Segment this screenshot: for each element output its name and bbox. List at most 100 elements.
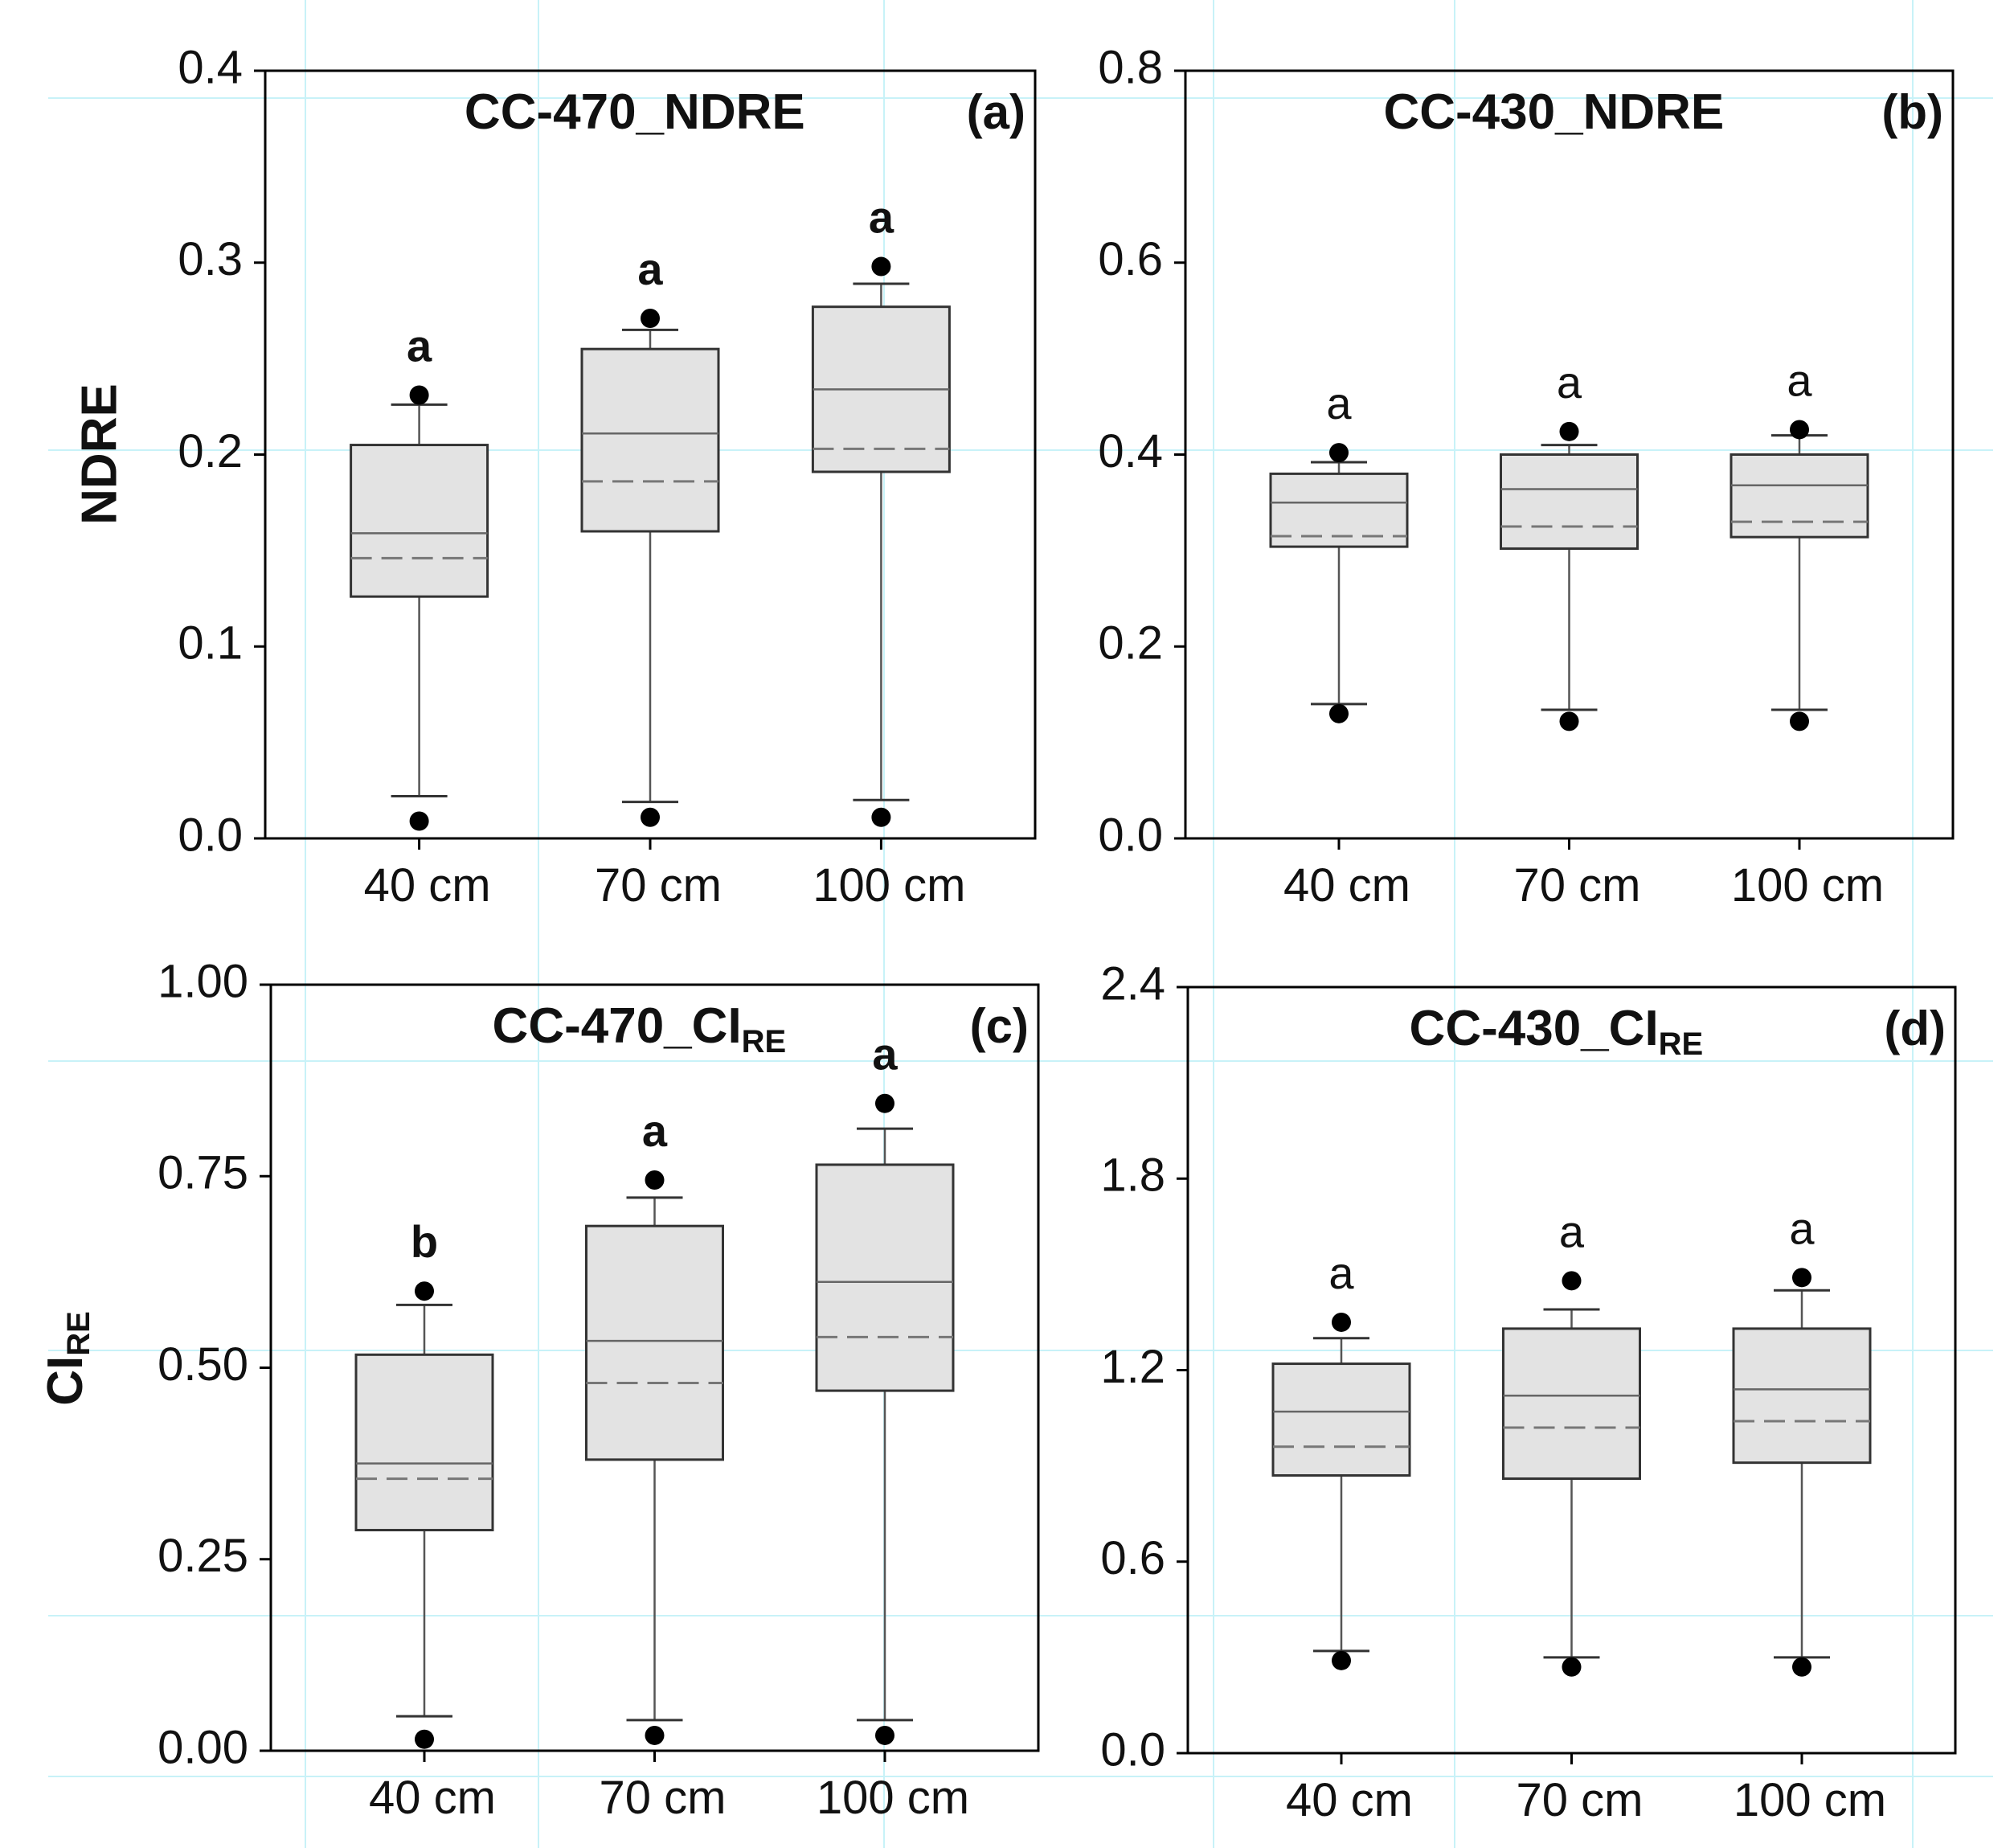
x-tick-label: 40 cm xyxy=(1283,859,1410,912)
y-tick-label: 0.3 xyxy=(178,233,243,285)
outlier-point-low xyxy=(415,1729,434,1749)
significance-letter: a xyxy=(407,320,432,371)
y-tick-label: 0.00 xyxy=(158,1721,248,1773)
panel-title-subscript: RE xyxy=(1659,1026,1704,1062)
box-70-cm: a xyxy=(580,244,720,827)
y-tick-label: 0.4 xyxy=(1098,425,1163,477)
box-iqr xyxy=(1271,1362,1411,1477)
panel-title: CC-470_CIRE xyxy=(493,998,787,1059)
outlier-point-high xyxy=(1792,1268,1811,1288)
x-tick-label: 70 cm xyxy=(1517,1774,1644,1826)
outlier-point-high xyxy=(1562,1271,1582,1291)
outlier-point-low xyxy=(409,811,429,831)
box-iqr xyxy=(1269,472,1409,548)
significance-letter: a xyxy=(1787,354,1812,405)
outlier-point-low xyxy=(1792,1657,1811,1677)
panel-title: CC-470_NDRE xyxy=(465,84,805,140)
outlier-point-high xyxy=(641,308,660,328)
y-tick-label: 2.4 xyxy=(1100,957,1165,1010)
box-iqr xyxy=(815,1163,955,1392)
panel-title-main: CC-470_NDRE xyxy=(465,84,805,140)
y-tick-label: 0.1 xyxy=(178,617,243,670)
outlier-point-low xyxy=(871,807,891,827)
x-tick-label: 100 cm xyxy=(813,859,965,912)
outlier-point-low xyxy=(1329,703,1349,723)
significance-letter: b xyxy=(411,1216,438,1267)
y-axis-label-cire-sub: RE xyxy=(61,1311,96,1356)
box-iqr xyxy=(1732,1327,1872,1465)
panel-b: 0.0 0.2 0.4 0.6 0.8 40 cm 70 cm 100 cm CC-430_ND… xyxy=(1098,41,1955,912)
x-tick-label: 40 cm xyxy=(1286,1774,1413,1826)
y-tick-label: 0.6 xyxy=(1098,233,1163,285)
y-tick-label: 0.6 xyxy=(1100,1532,1165,1584)
box-40-cm: a xyxy=(350,320,489,831)
significance-letter: a xyxy=(1328,1248,1354,1298)
box-70-cm: a xyxy=(1500,357,1639,731)
y-tick-label: 0.0 xyxy=(178,809,243,861)
outlier-point-high xyxy=(875,1093,894,1113)
x-tick-label: 100 cm xyxy=(817,1772,969,1824)
box-70-cm: a xyxy=(585,1105,724,1745)
outlier-point-high xyxy=(1329,443,1349,463)
x-tick-label: 40 cm xyxy=(369,1772,496,1824)
box-iqr xyxy=(585,1224,724,1461)
significance-letter: a xyxy=(872,1029,898,1080)
box-iqr xyxy=(1502,1327,1641,1481)
box-70-cm: a xyxy=(1502,1206,1641,1677)
significance-letter: a xyxy=(637,244,663,294)
panel-letter: (a) xyxy=(967,85,1025,139)
panel-d: 0.0 0.6 1.2 1.8 2.4 40 cm 70 cm 100 cm CC-430_CI… xyxy=(1100,957,1957,1826)
y-axis-label-cire-main: CI xyxy=(38,1356,93,1406)
y-tick-label: 0.0 xyxy=(1100,1723,1165,1776)
outlier-point-low xyxy=(1562,1657,1582,1677)
panel-letter: (b) xyxy=(1881,85,1943,139)
box-100-cm: a xyxy=(811,192,951,827)
box-100-cm: a xyxy=(815,1029,955,1745)
outlier-point-low xyxy=(875,1725,894,1745)
outlier-point-low xyxy=(1790,711,1809,731)
panel-title-main: CC-470_CI xyxy=(493,998,742,1054)
y-tick-label: 1.8 xyxy=(1100,1149,1165,1202)
y-tick-label: 0.0 xyxy=(1098,809,1163,861)
x-tick-label: 40 cm xyxy=(364,859,491,912)
box-iqr xyxy=(350,444,489,598)
x-tick-label: 70 cm xyxy=(600,1772,727,1824)
panel-title-main: CC-430_CI xyxy=(1410,1001,1659,1056)
box-iqr xyxy=(1500,453,1639,550)
box-40-cm: b xyxy=(354,1216,494,1749)
y-tick-label: 1.00 xyxy=(158,955,248,1007)
box-40-cm: a xyxy=(1269,378,1409,723)
y-tick-label: 0.25 xyxy=(158,1530,248,1582)
outlier-point-low xyxy=(645,1725,665,1745)
y-tick-label: 0.50 xyxy=(158,1338,248,1391)
outlier-point-low xyxy=(641,807,660,827)
y-axis-label-ndre: NDRE xyxy=(72,383,127,525)
box-100-cm: a xyxy=(1732,1203,1872,1677)
box-iqr xyxy=(1730,453,1869,539)
panel-letter: (c) xyxy=(970,999,1029,1053)
outlier-point-high xyxy=(409,385,429,405)
significance-letter: a xyxy=(1789,1203,1815,1253)
y-tick-label: 0.2 xyxy=(1098,617,1163,670)
outlier-point-high xyxy=(871,256,891,277)
y-tick-label: 0.75 xyxy=(158,1147,248,1199)
significance-letter: a xyxy=(1557,357,1582,408)
panel-title-main: CC-430_NDRE xyxy=(1383,84,1724,140)
panel-title: CC-430_NDRE xyxy=(1383,84,1724,140)
panel-a: 0.0 0.1 0.2 0.3 0.4 40 cm 70 cm 100 cm CC-470_ND… xyxy=(178,41,1037,912)
x-tick-label: 100 cm xyxy=(1734,1774,1886,1826)
significance-letter: a xyxy=(869,192,894,243)
significance-letter: a xyxy=(642,1105,668,1156)
significance-letter: a xyxy=(1559,1206,1585,1256)
outlier-point-high xyxy=(1332,1312,1351,1332)
significance-letter: a xyxy=(1326,378,1352,428)
panel-letter: (d) xyxy=(1884,1002,1946,1055)
outlier-point-low xyxy=(1332,1650,1351,1670)
outlier-point-high xyxy=(1559,421,1579,441)
box-100-cm: a xyxy=(1730,354,1869,731)
y-tick-label: 1.2 xyxy=(1100,1341,1165,1393)
box-iqr xyxy=(580,347,720,533)
outlier-point-high xyxy=(415,1281,434,1301)
